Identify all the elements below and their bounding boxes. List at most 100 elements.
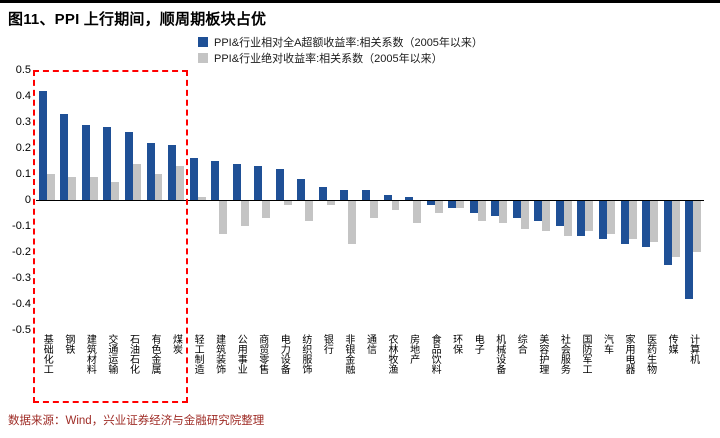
- x-axis-label: 社会服务: [553, 334, 575, 404]
- x-axis-label-text: 纺织服饰: [299, 334, 311, 374]
- absolute-return-bar: [197, 197, 206, 200]
- x-axis-label-text: 轻工制造: [192, 334, 204, 374]
- absolute-return-bar: [413, 200, 422, 224]
- bar-group: [359, 70, 381, 330]
- absolute-return-bar: [563, 200, 572, 237]
- x-axis-label: 公用事业: [230, 334, 252, 404]
- x-axis-line: [36, 200, 704, 201]
- x-axis-label: 美容护理: [532, 334, 554, 404]
- relative-return-bar: [168, 145, 177, 200]
- absolute-return-bar: [542, 200, 551, 232]
- x-axis-label-text: 计算机: [687, 334, 699, 364]
- relative-return-bar: [211, 161, 220, 200]
- chart-legend: PPI&行业相对全A超额收益率:相关系数（2005年以来） PPI&行业绝对收益…: [198, 34, 720, 66]
- absolute-return-bar: [111, 181, 120, 200]
- y-tick-label: -0.1: [12, 220, 31, 232]
- x-axis-label-text: 社会服务: [558, 334, 570, 374]
- absolute-return-bar: [89, 176, 98, 200]
- relative-return-bar: [81, 124, 90, 200]
- bar-group: [510, 70, 532, 330]
- x-axis-label-text: 有色金属: [149, 334, 160, 374]
- bar-group: [639, 70, 661, 330]
- relative-return-bar: [685, 200, 694, 299]
- relative-return-bar: [555, 200, 564, 226]
- absolute-return-bar: [305, 200, 314, 221]
- bar-group: [338, 70, 360, 330]
- absolute-return-bar: [391, 200, 400, 211]
- x-axis-label: 商贸零售: [251, 334, 273, 404]
- y-tick-label: -0.4: [12, 298, 31, 310]
- x-axis-label-text: 汽车: [601, 334, 613, 354]
- x-axis-label-text: 商贸零售: [256, 334, 268, 374]
- absolute-return-bar: [240, 200, 249, 226]
- bar-group: [251, 70, 273, 330]
- x-axis-label-text: 机械设备: [493, 334, 505, 374]
- x-axis-label: 建筑装饰: [208, 334, 230, 404]
- legend-swatch-blue: [198, 37, 208, 47]
- x-axis-label-text: 环保: [450, 334, 462, 354]
- x-axis-label-text: 家用电器: [623, 334, 635, 374]
- relative-return-bar: [383, 194, 392, 200]
- y-tick-label: 0.4: [15, 90, 31, 102]
- x-axis-label-text: 国防军工: [579, 334, 591, 374]
- x-axis-label: 煤炭: [165, 334, 187, 404]
- relative-return-bar: [599, 200, 607, 239]
- bar-group: [316, 70, 338, 330]
- bar-group: [682, 70, 704, 330]
- x-axis-label: 轻工制造: [187, 334, 209, 404]
- y-tick-label: 0.1: [15, 168, 31, 180]
- y-tick-label: -0.2: [12, 246, 31, 258]
- absolute-return-bar: [606, 200, 615, 234]
- absolute-return-bar: [132, 163, 141, 200]
- legend-item-relative-return: PPI&行业相对全A超额收益率:相关系数（2005年以来）: [198, 34, 720, 50]
- x-axis-label-text: 传媒: [666, 334, 678, 354]
- data-source: 数据来源：Wind，兴业证券经济与金融研究院整理: [8, 415, 265, 427]
- absolute-return-bar: [628, 200, 637, 239]
- absolute-return-bar: [520, 200, 529, 229]
- plot-area: [36, 70, 704, 330]
- relative-return-bar: [297, 179, 306, 200]
- x-axis-label: 有色金属: [144, 334, 166, 404]
- x-axis-label: 家用电器: [618, 334, 640, 404]
- bar-group: [532, 70, 554, 330]
- x-axis-label: 医药生物: [639, 334, 661, 404]
- relative-return-bar: [663, 200, 672, 265]
- absolute-return-bar: [348, 200, 357, 245]
- bar-group: [295, 70, 317, 330]
- relative-return-bar: [103, 127, 112, 200]
- x-axis-label: 国防军工: [575, 334, 597, 404]
- y-tick-label: 0: [24, 194, 31, 206]
- relative-return-bar: [491, 200, 500, 216]
- absolute-return-bar: [693, 200, 702, 252]
- x-axis-label-text: 公用事业: [235, 334, 247, 374]
- bar-group: [661, 70, 683, 330]
- bar-group: [424, 70, 446, 330]
- bar-chart: 0.5 0.4 0.3 0.2 0.1 0 -0.1 -0.2 -0.3 -0.4 -0.5 基础化…: [6, 64, 704, 404]
- figure-header: 图11、PPI 上行期间，顺周期板块占优: [0, 0, 720, 31]
- x-axis-label: 钢铁: [58, 334, 80, 404]
- relative-return-bar: [275, 168, 284, 200]
- absolute-return-bar: [477, 200, 486, 221]
- absolute-return-bar: [650, 200, 659, 242]
- x-axis-label-text: 基础化工: [41, 334, 53, 374]
- bar-group: [575, 70, 597, 330]
- relative-return-bar: [232, 163, 241, 200]
- absolute-return-bar: [154, 174, 163, 200]
- relative-return-bar: [362, 189, 370, 200]
- bar-group: [402, 70, 424, 330]
- absolute-return-bar: [176, 166, 185, 200]
- x-axis-label-text: 美容护理: [536, 334, 548, 374]
- y-tick-label: 0.5: [15, 64, 31, 76]
- relative-return-bar: [38, 90, 47, 200]
- bar-group: [122, 70, 144, 330]
- x-axis-label: 汽车: [596, 334, 618, 404]
- x-axis-label-text: 钢铁: [62, 334, 74, 354]
- bar-group: [553, 70, 575, 330]
- x-axis-label: 计算机: [682, 334, 704, 404]
- relative-return-bar: [318, 187, 327, 200]
- relative-return-bar: [426, 200, 435, 206]
- absolute-return-bar: [499, 200, 508, 224]
- x-axis-label-text: 建筑装饰: [213, 334, 225, 374]
- bar-group: [381, 70, 403, 330]
